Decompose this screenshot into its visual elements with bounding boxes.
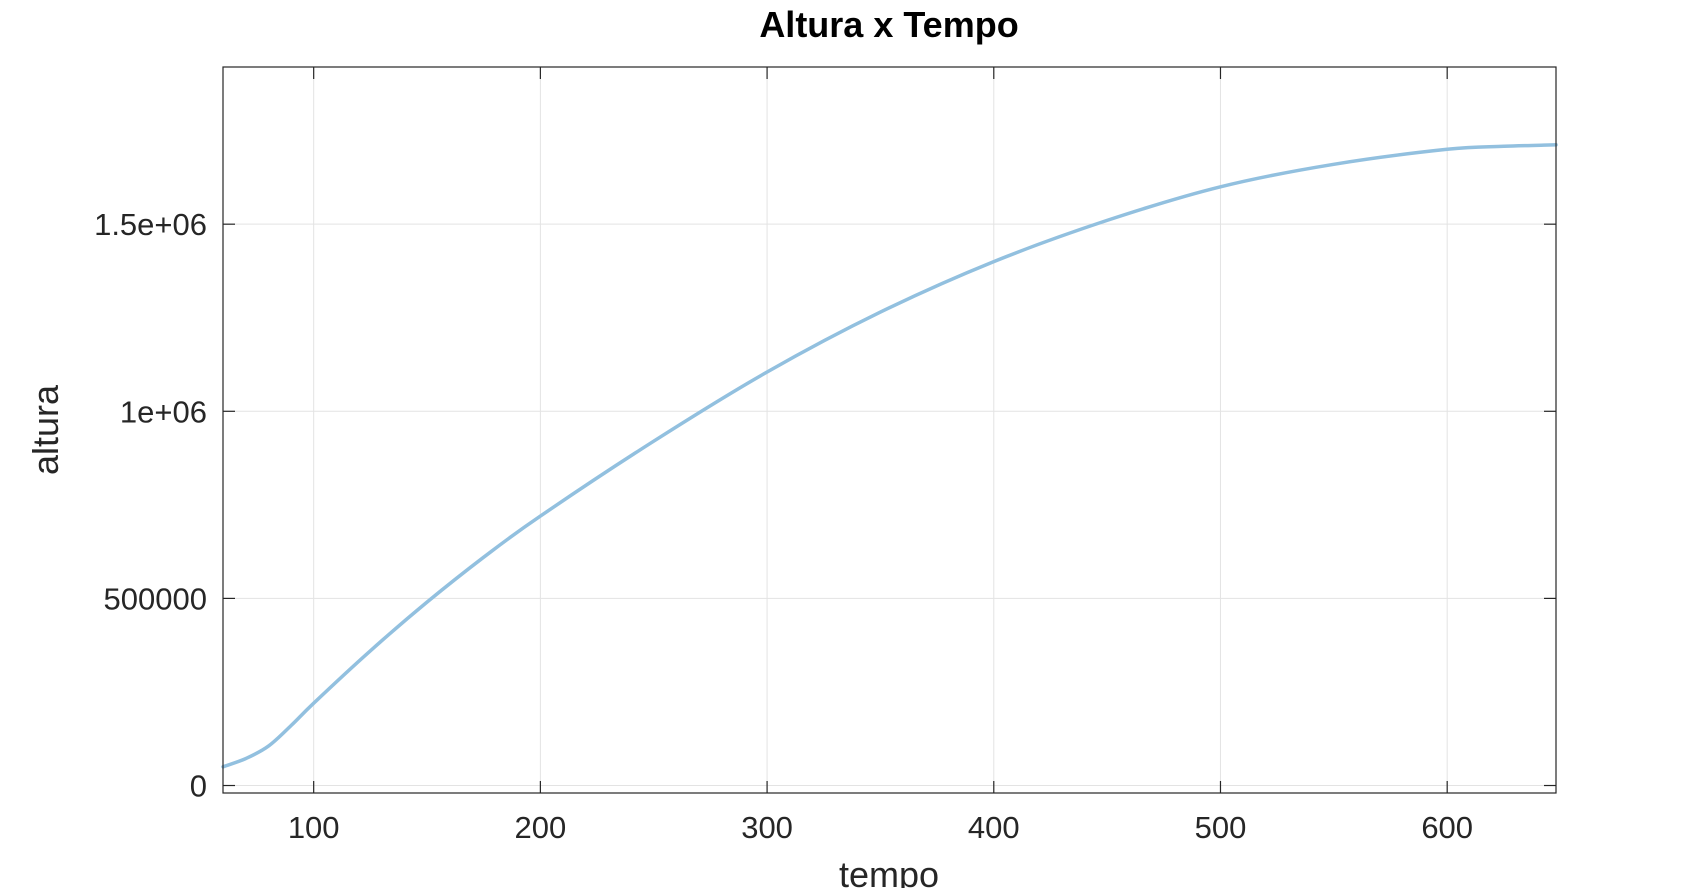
- grid: [223, 67, 1556, 793]
- x-tick-label: 600: [1421, 810, 1473, 845]
- y-tick-label: 500000: [104, 581, 207, 616]
- y-tick-label: 1e+06: [120, 394, 207, 429]
- plot-area: [223, 67, 1556, 793]
- y-axis-label: altura: [25, 384, 66, 475]
- x-tick-label: 100: [288, 810, 340, 845]
- x-axis-label: tempo: [839, 854, 939, 888]
- ticks: [223, 67, 1556, 793]
- chart-title: Altura x Tempo: [759, 4, 1018, 45]
- x-tick-label: 400: [968, 810, 1020, 845]
- plot-frame: [222, 66, 1557, 794]
- tick-labels: 100 200 300 400 500 600 0 500000 1e+06 1.5e+06: [94, 207, 1473, 845]
- series-layer: [221, 143, 1558, 769]
- x-tick-label: 300: [741, 810, 793, 845]
- x-tick-label: 200: [515, 810, 567, 845]
- y-tick-label: 0: [190, 769, 207, 804]
- series-line: [221, 143, 1558, 769]
- x-tick-label: 500: [1195, 810, 1247, 845]
- y-tick-label: 1.5e+06: [94, 207, 207, 242]
